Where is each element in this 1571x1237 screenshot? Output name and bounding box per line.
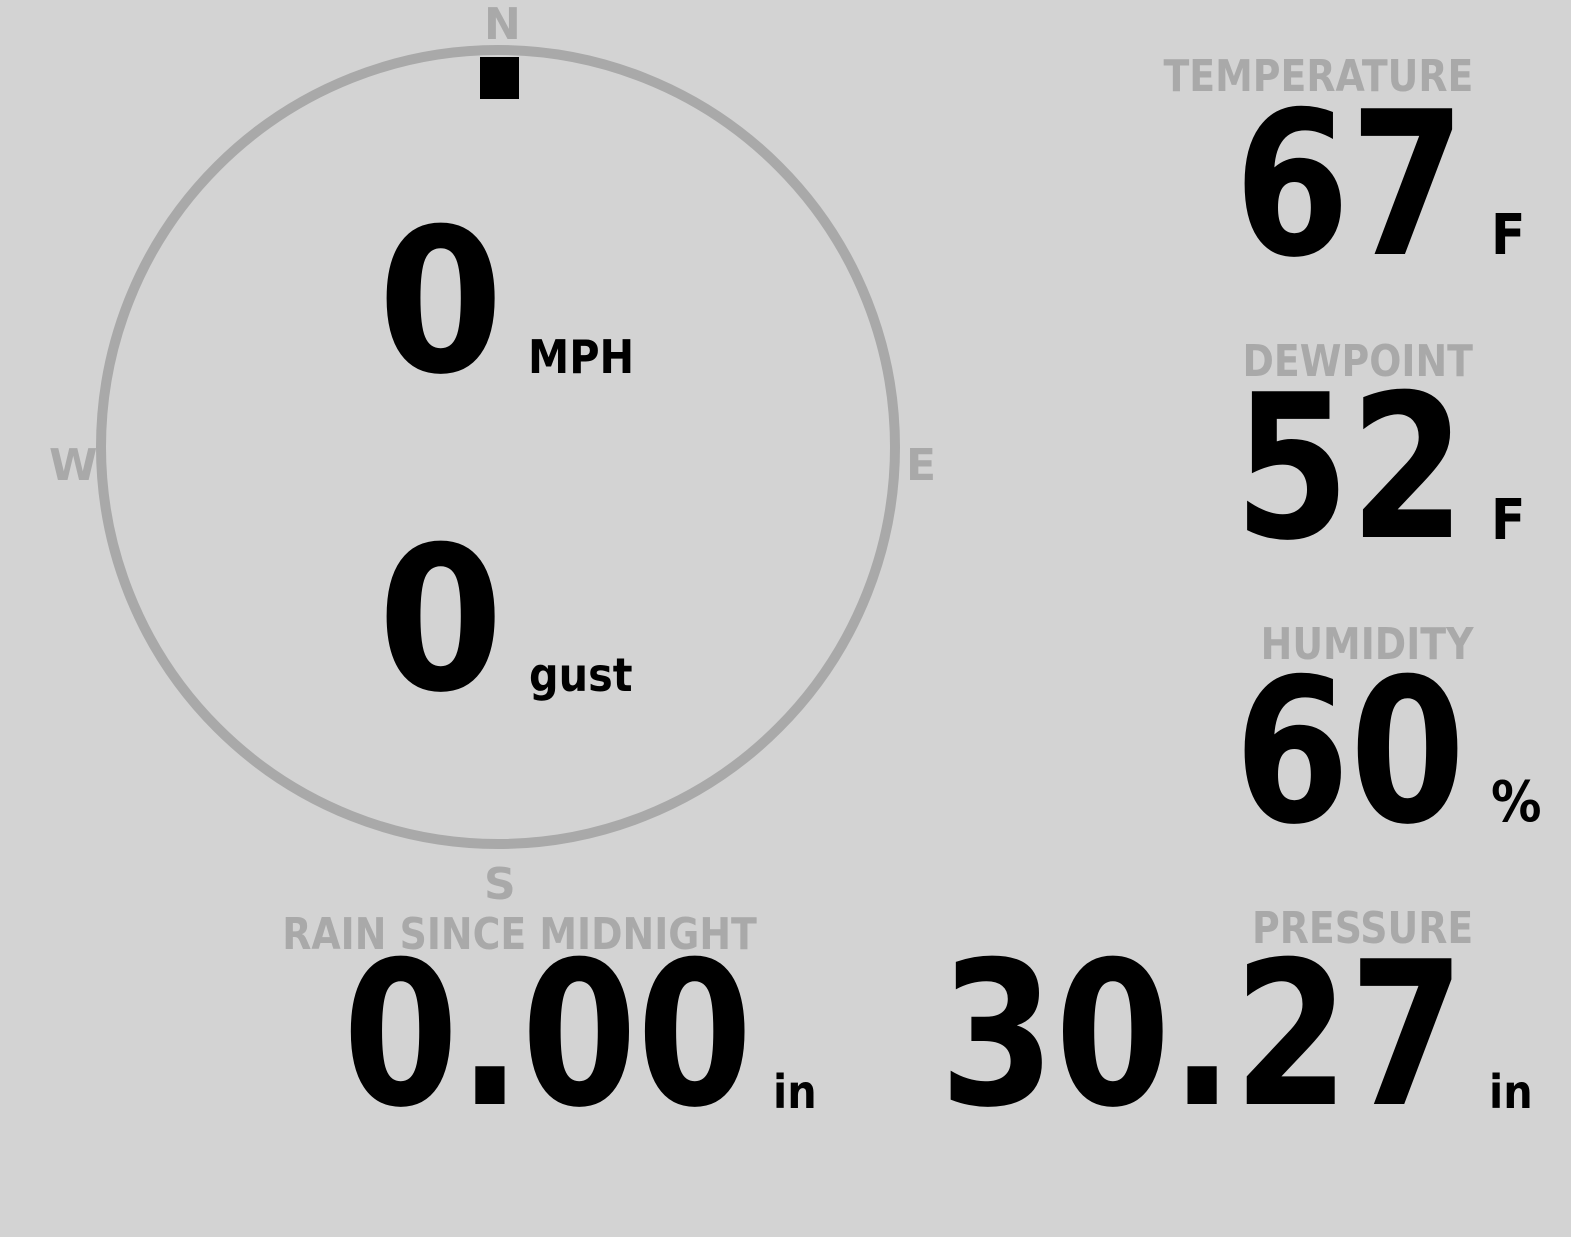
pressure-unit: in (1489, 1065, 1533, 1119)
compass-ring (96, 45, 900, 849)
humidity-label: HUMIDITY (1260, 619, 1473, 670)
wind-direction-marker (480, 57, 519, 99)
rain-label: RAIN SINCE MIDNIGHT (282, 909, 757, 960)
wind-speed-value: 0 (378, 186, 504, 419)
pressure-label: PRESSURE (1251, 903, 1473, 954)
humidity-unit: % (1491, 770, 1542, 835)
compass-east-label: E (906, 440, 937, 491)
wind-compass (96, 45, 900, 849)
wind-gust-unit: gust (529, 648, 633, 702)
compass-west-label: W (49, 440, 98, 491)
temperature-unit: F (1491, 203, 1526, 268)
compass-south-label: S (484, 859, 516, 910)
wind-gust-value: 0 (378, 504, 504, 737)
compass-north-label: N (484, 0, 521, 50)
dewpoint-label: DEWPOINT (1242, 336, 1473, 387)
dewpoint-unit: F (1491, 488, 1526, 553)
dewpoint-value: 52 (1233, 352, 1465, 585)
temperature-value: 67 (1233, 69, 1465, 302)
temperature-label: TEMPERATURE (1163, 51, 1473, 102)
humidity-value: 60 (1233, 636, 1465, 869)
rain-unit: in (773, 1065, 817, 1119)
pressure-value: 30.27 (939, 919, 1465, 1152)
rain-value: 0.00 (342, 919, 752, 1152)
wind-speed-unit: MPH (528, 330, 635, 384)
